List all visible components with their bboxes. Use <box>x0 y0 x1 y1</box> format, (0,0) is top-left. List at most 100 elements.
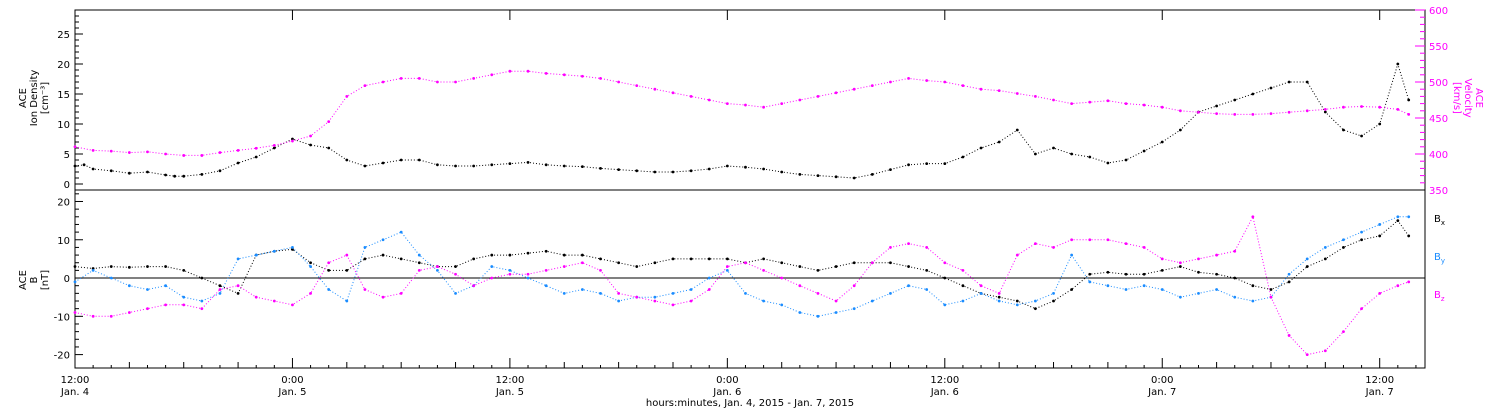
bottom-series-1-point <box>526 251 530 255</box>
x-tick-time-label: 0:00 <box>716 375 738 386</box>
top-series-2-point <box>164 152 168 156</box>
top-series-1-point <box>127 171 131 175</box>
x-tick-date-label: Jan. 4 <box>60 387 89 398</box>
top-series-2-point <box>617 80 621 84</box>
bottom-series-2-point <box>1106 284 1110 288</box>
bottom-series-1-point <box>852 261 856 265</box>
top-series-1-point <box>617 168 621 172</box>
top-series-2-point <box>1160 105 1164 109</box>
legend-subscript-y: y <box>1441 257 1445 265</box>
x-tick-date-label: Jan. 7 <box>1365 387 1394 398</box>
bottom-series-1-point <box>1215 272 1219 276</box>
top-series-1-point <box>707 167 711 171</box>
legend: Bx By Bz <box>1434 214 1445 303</box>
bottom-tick-label: 20 <box>57 197 70 208</box>
bottom-series-1-point <box>653 261 657 265</box>
bottom-series-1-point <box>689 257 693 261</box>
bottom-series-1-point <box>1407 234 1411 238</box>
top-series-2-point <box>979 87 983 91</box>
top-series-2-point <box>526 69 530 73</box>
top-series-1-point <box>1407 98 1411 102</box>
bottom-series-2-point <box>508 268 512 272</box>
top-series-2-point <box>725 102 729 105</box>
top-left-tick-label: 5 <box>64 150 70 161</box>
top-series-2-point <box>381 80 385 84</box>
top-left-tick-label: 25 <box>57 30 70 41</box>
top-series-2-point <box>907 77 910 80</box>
bottom-series-1-point <box>580 253 584 257</box>
bottom-series-2-point <box>943 303 947 307</box>
top-series-2-point <box>399 77 403 80</box>
top-series-2-point <box>254 146 258 150</box>
x-tick-time-label: 0:00 <box>281 375 303 386</box>
bottom-series-2-point <box>599 291 602 295</box>
bottom-series-1-point <box>1160 268 1164 272</box>
top-series-2-point <box>182 154 186 157</box>
bottom-series-1-trace <box>74 219 1410 310</box>
bottom-series-1-point <box>345 268 349 272</box>
top-series-2-point <box>1015 92 1019 95</box>
bottom-series-1-point <box>1287 280 1291 284</box>
bottom-series-2-point <box>1215 288 1219 291</box>
top-series-2-point <box>943 80 947 84</box>
bottom-series-3-point <box>925 246 929 249</box>
bottom-series-3-point <box>327 261 331 265</box>
top-right-label-line-3: [km/s] <box>1451 82 1462 114</box>
top-left-label-line-3: [cm⁻³] <box>40 82 51 114</box>
bottom-series-3-point <box>1305 353 1309 357</box>
bottom-series-1-point <box>544 249 548 253</box>
top-series-1-point <box>671 170 675 174</box>
top-series-2-point <box>1070 102 1074 105</box>
x-tick-date-label: Jan. 7 <box>1147 387 1176 398</box>
bottom-left-label-line-3: [nT] <box>40 270 51 290</box>
bottom-series-3-point <box>236 284 240 288</box>
bottom-series-2-point <box>580 288 584 291</box>
top-series-2-point <box>1142 103 1146 107</box>
top-right-tick-label: 600 <box>1429 6 1448 17</box>
top-series-1-point <box>689 169 693 173</box>
top-right-axis-label: ACE Velocity [km/s] <box>1451 78 1484 117</box>
x-tick-time-label: 12:00 <box>930 375 959 386</box>
x-tick-time-label: 12:00 <box>1365 375 1394 386</box>
top-series-2-point <box>1178 109 1182 113</box>
bottom-series-2-point <box>399 230 403 234</box>
bottom-series-3-point <box>436 265 439 268</box>
top-series-1-point <box>109 169 113 173</box>
bottom-series-2-point <box>653 295 657 299</box>
bottom-plot-frame <box>74 189 1426 369</box>
top-series-2-point <box>834 91 838 95</box>
top-left-axis: 0 5 10 15 20 25 <box>57 9 83 191</box>
bottom-series-1-point <box>725 257 729 261</box>
bottom-series-2-trace <box>74 216 1409 317</box>
bottom-series-1-point <box>363 257 367 261</box>
bottom-series-2-point <box>417 253 421 257</box>
bottom-left-axis: -20 -10 0 10 20 <box>54 193 1425 362</box>
bottom-series-3-point <box>73 311 77 314</box>
bottom-series-1-point <box>381 253 385 257</box>
bottom-series-3-point <box>1124 242 1128 245</box>
top-series-1-point <box>1124 158 1128 162</box>
bottom-series-3-point <box>1160 257 1164 261</box>
top-left-tick-label: 0 <box>64 180 70 191</box>
top-series-1-point <box>580 165 584 169</box>
bottom-series-1-point <box>1106 270 1110 274</box>
bottom-series-3-point <box>671 303 675 307</box>
top-series-2-point <box>852 87 856 91</box>
x-tick-time-label: 12:00 <box>61 375 90 386</box>
top-series-2-point <box>218 151 222 154</box>
top-series-2-point <box>417 77 421 80</box>
top-series-1-point <box>200 173 204 176</box>
top-panel: 0 5 10 15 20 25 350 400 450 500 550 600 ACE Ion De… <box>18 6 1484 197</box>
legend-entry-z: Bz <box>1434 290 1445 303</box>
x-tick-date-label: Jan. 5 <box>495 387 524 398</box>
top-series-2-point <box>798 98 802 102</box>
top-right-tick-label: 350 <box>1429 186 1448 197</box>
top-series-2-point <box>200 154 204 157</box>
top-series-2-point <box>961 84 965 87</box>
bottom-series-3-point <box>1088 238 1092 242</box>
x-tick-date-label: Jan. 5 <box>277 387 306 398</box>
bottom-series-1-point <box>1233 276 1237 280</box>
x-tick-time-label: 12:00 <box>495 375 524 386</box>
bottom-series-2-point <box>345 299 349 303</box>
